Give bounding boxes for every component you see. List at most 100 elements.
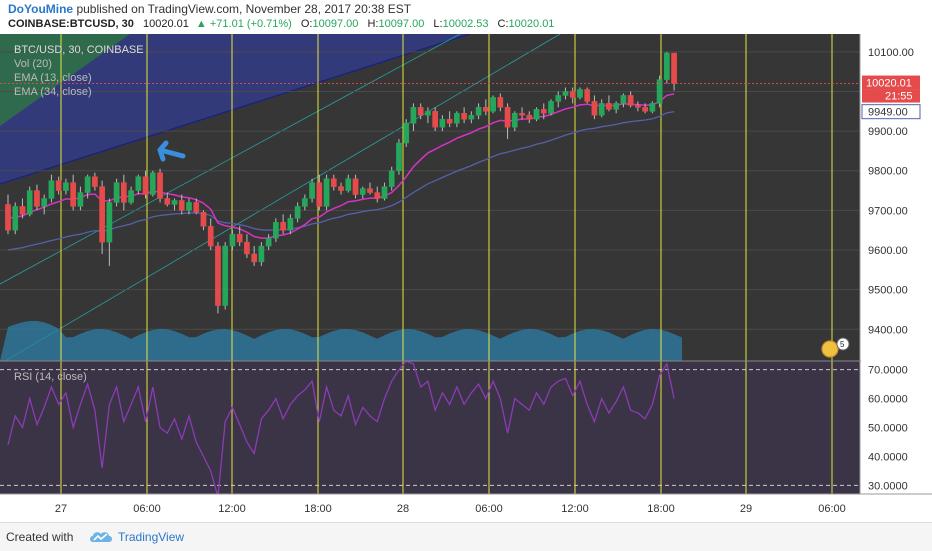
candle-body <box>309 182 315 199</box>
candle-body <box>120 182 127 203</box>
candle-body <box>642 107 648 112</box>
candle-body <box>526 115 533 120</box>
candlesticks <box>5 51 677 314</box>
candle <box>403 119 410 147</box>
candle <box>323 174 330 211</box>
candle <box>5 194 11 235</box>
arrow-annotation <box>157 140 186 162</box>
candle-body <box>577 89 583 98</box>
symbol: COINBASE:BTCUSD, 30 <box>8 18 134 30</box>
candle <box>417 103 424 120</box>
candle <box>468 111 475 124</box>
candle-body <box>92 176 98 187</box>
candle <box>454 111 460 128</box>
candle-body <box>171 200 178 205</box>
price-tick-label: 10100.00 <box>868 47 914 59</box>
candle <box>273 218 279 243</box>
candle <box>19 198 26 219</box>
rsi-line <box>7 360 675 498</box>
candle <box>178 194 185 215</box>
candle <box>613 101 620 114</box>
candle <box>620 93 627 108</box>
legend: BTC/USD, 30, COINBASE Vol (20) EMA (13, … <box>14 44 144 383</box>
rsi-tick-label: 70.0000 <box>868 365 908 377</box>
legend-ema13: EMA (13, close) <box>14 72 92 84</box>
candle <box>215 242 221 314</box>
tradingview-brand[interactable]: TradingView <box>118 530 185 544</box>
candle-body <box>649 103 656 112</box>
candle <box>584 87 591 104</box>
candle <box>425 107 431 124</box>
candle <box>41 194 48 215</box>
rsi-panel <box>0 361 860 494</box>
candle <box>490 95 496 114</box>
candle <box>157 168 163 203</box>
rsi-tick-label: 40.0000 <box>868 451 908 463</box>
legend-rsi: RSI (14, close) <box>14 371 87 383</box>
candle <box>99 180 105 254</box>
close-label: C: <box>497 18 509 30</box>
candle <box>352 174 359 199</box>
candle <box>55 176 62 195</box>
candle-body <box>55 180 62 191</box>
candle <box>48 174 55 203</box>
time-axis[interactable] <box>0 494 932 522</box>
candle-body <box>497 97 504 108</box>
candle <box>359 186 366 199</box>
candle-body <box>511 113 518 128</box>
trend-line-2 <box>0 34 561 365</box>
author-name[interactable]: DoYouMine <box>8 2 74 16</box>
candle-body <box>490 97 496 112</box>
candle <box>504 103 511 140</box>
candle-body <box>613 103 620 110</box>
candle-body <box>34 190 40 207</box>
candle-body <box>5 204 11 231</box>
candle-body <box>381 186 388 199</box>
event-count-bubble <box>836 337 850 351</box>
candle <box>186 198 192 215</box>
trend-line-1 <box>0 34 461 285</box>
candle <box>591 95 598 120</box>
candle <box>555 91 562 108</box>
price-tick-label: 9600.00 <box>868 245 908 257</box>
candle-body <box>345 178 352 191</box>
candle-body <box>446 118 453 124</box>
candle-body <box>367 188 373 193</box>
trend-channel <box>0 34 561 365</box>
candle-body <box>186 202 192 211</box>
candle-body <box>99 186 105 243</box>
price-tick-label: 9500.00 <box>868 285 908 297</box>
candle <box>569 87 576 104</box>
candle <box>548 99 554 116</box>
candle-body <box>352 178 359 195</box>
candle <box>207 218 214 251</box>
candle <box>106 198 113 266</box>
candle <box>635 101 641 112</box>
created-with-text: Created with <box>6 530 74 544</box>
open-label: O: <box>300 18 313 30</box>
green-band <box>0 34 130 126</box>
candle <box>200 210 207 231</box>
candle <box>540 103 547 120</box>
candle <box>663 51 670 84</box>
candle-body <box>273 222 279 239</box>
last-price: 10020.01 <box>142 18 189 30</box>
candle <box>244 234 250 258</box>
event-badge[interactable]: 5 <box>821 337 850 358</box>
candle-body <box>461 113 467 120</box>
candle-body <box>41 198 48 207</box>
price-tags: 10020.01 21:55 9949.00 <box>0 75 921 120</box>
candle <box>120 174 127 211</box>
time-tick-label: 12:00 <box>218 503 246 515</box>
chart-area[interactable]: 9400.00 9500.00 9600.00 9700.00 9800.00 9900.… <box>0 34 932 522</box>
candle-body <box>432 111 439 128</box>
rsi-tick-label: 30.0000 <box>868 480 908 492</box>
candle-body <box>468 115 475 120</box>
candle-body <box>671 52 677 84</box>
candle <box>128 186 134 205</box>
candle <box>92 172 98 191</box>
candle-body <box>330 178 337 187</box>
candle <box>63 178 69 195</box>
candle-body <box>374 192 381 199</box>
candle-body <box>504 107 511 128</box>
